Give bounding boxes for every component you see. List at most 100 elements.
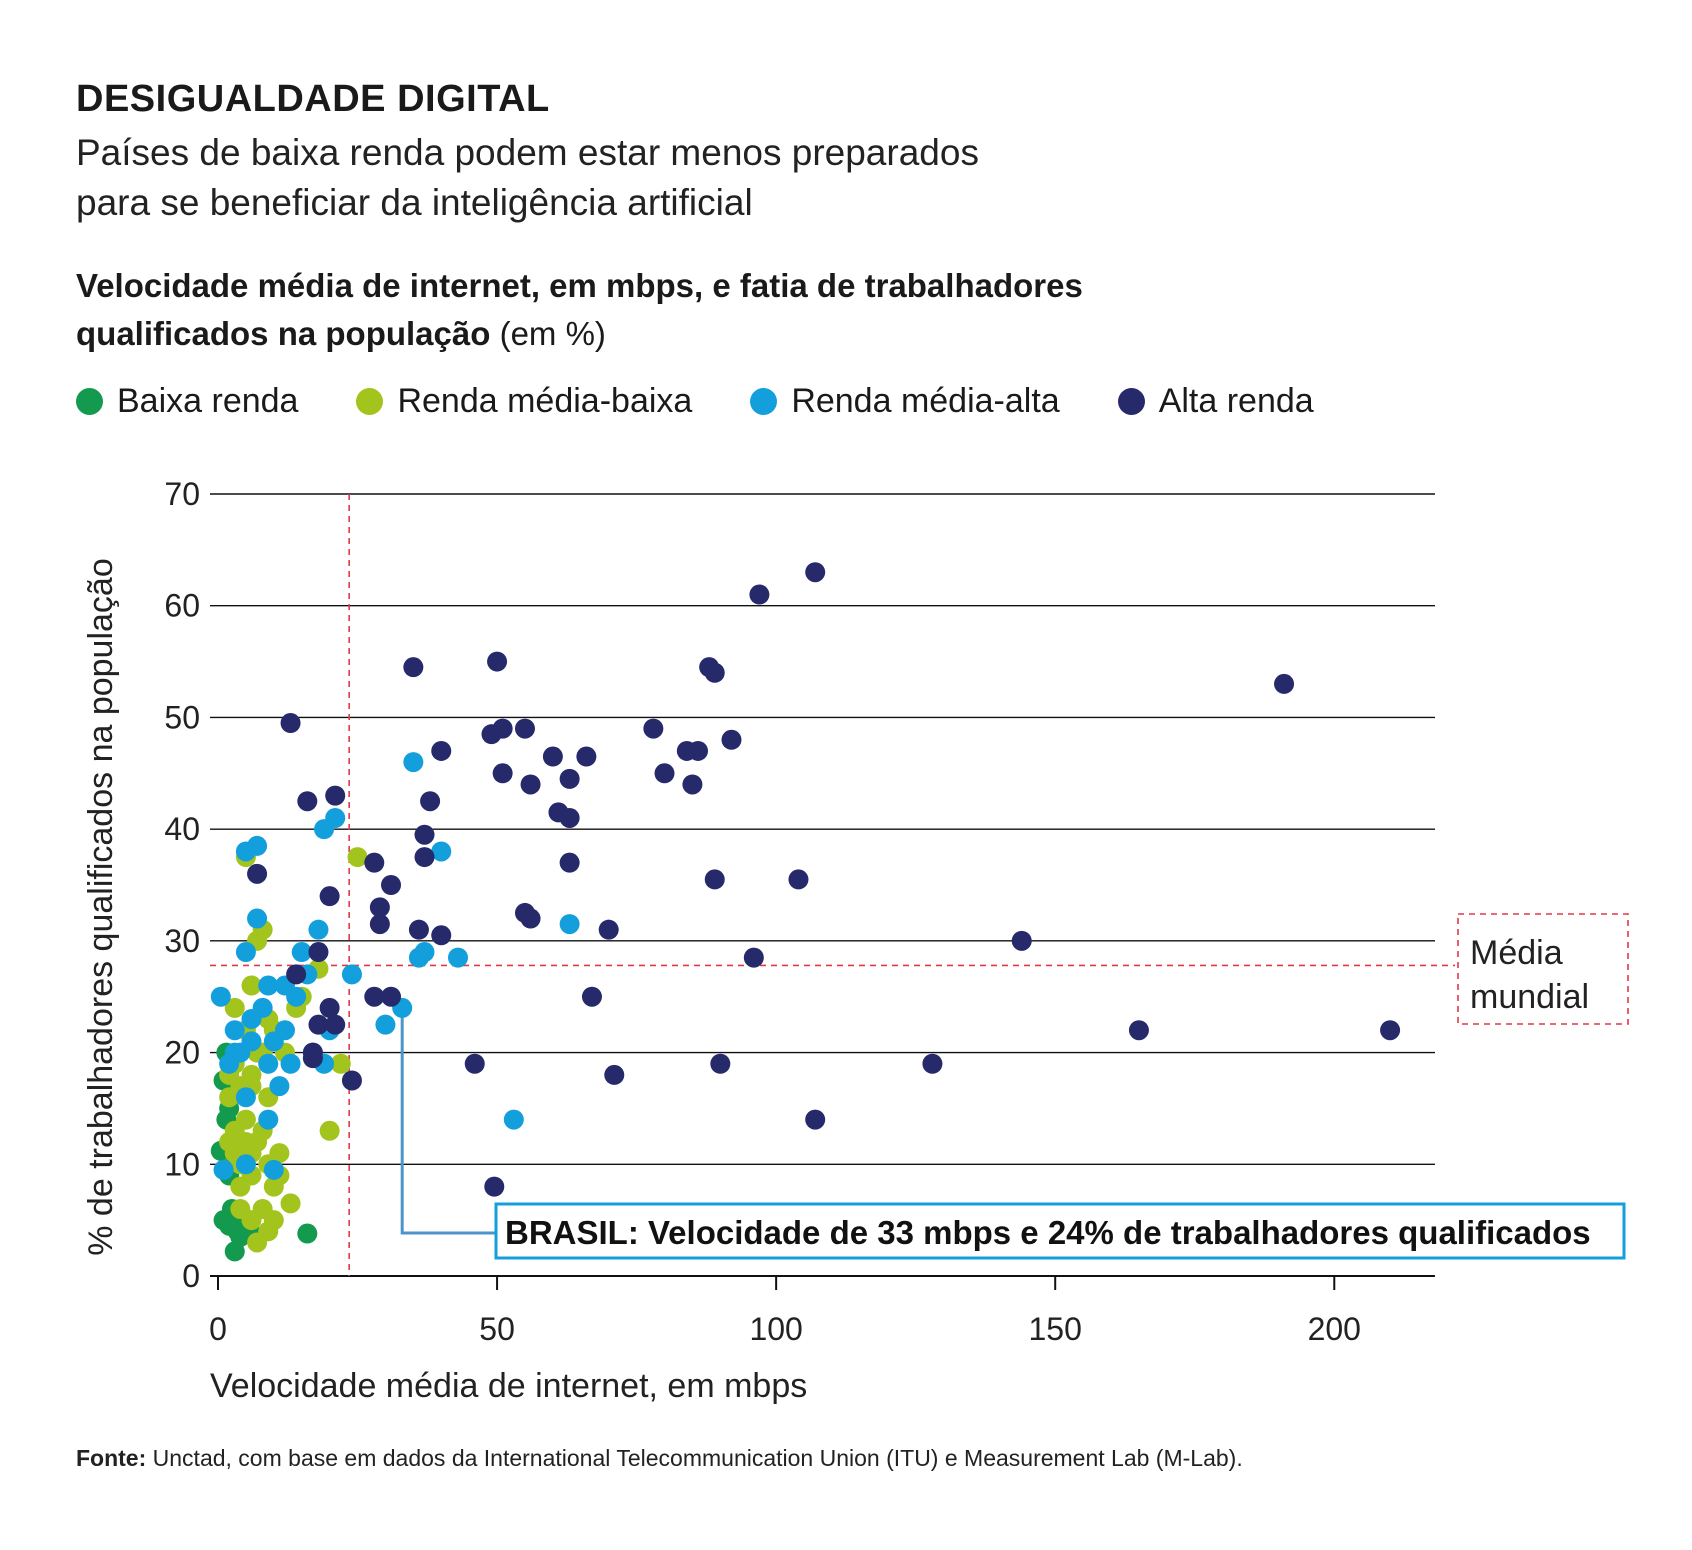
legend-item-baixa-renda: Baixa renda	[76, 382, 298, 421]
data-point	[286, 964, 307, 985]
data-point	[598, 919, 619, 940]
data-point	[210, 986, 231, 1007]
data-point	[688, 740, 708, 761]
data-point	[258, 1053, 279, 1074]
data-point	[280, 1053, 301, 1074]
data-point	[364, 986, 385, 1007]
data-point	[788, 869, 809, 890]
data-point	[704, 869, 725, 890]
data-point	[224, 1020, 245, 1041]
data-point	[325, 1014, 346, 1035]
data-point	[420, 791, 441, 812]
data-point	[448, 947, 468, 968]
data-point	[1380, 1020, 1401, 1041]
data-point	[381, 875, 402, 895]
data-point	[319, 886, 340, 907]
x-tick-label: 100	[749, 1311, 802, 1347]
data-point	[805, 1109, 826, 1130]
data-point	[308, 942, 329, 963]
y-tick-label: 70	[164, 476, 200, 512]
data-point	[559, 768, 580, 789]
data-point	[297, 1223, 318, 1244]
data-point	[654, 763, 675, 784]
data-point	[481, 724, 502, 745]
data-point	[721, 729, 742, 750]
legend: Baixa renda Renda média-baixa Renda médi…	[76, 382, 1372, 421]
legend-item-renda-media-baixa: Renda média-baixa	[356, 382, 692, 421]
data-point	[1274, 673, 1295, 694]
data-point	[297, 791, 318, 812]
data-point	[414, 824, 435, 845]
data-point	[542, 746, 563, 767]
y-tick-label: 20	[164, 1035, 200, 1071]
data-point	[347, 847, 368, 868]
data-point	[503, 1109, 524, 1130]
legend-item-alta-renda: Alta renda	[1117, 382, 1314, 421]
data-point	[559, 914, 580, 935]
chart-heading-suffix: (em %)	[499, 315, 606, 352]
data-point	[325, 807, 346, 828]
data-point	[581, 986, 602, 1007]
x-tick-label: 200	[1308, 1311, 1361, 1347]
reference-lines: Média mundial	[210, 494, 1629, 1276]
chart-heading-line-2: qualificados na população (em %)	[76, 315, 606, 352]
data-point	[291, 942, 312, 963]
data-point	[235, 942, 256, 963]
data-point	[487, 651, 508, 672]
legend-label: Renda média-alta	[791, 382, 1060, 420]
chart-heading-line-1: Velocidade média de internet, em mbps, e…	[76, 267, 1083, 304]
data-point	[492, 763, 513, 784]
data-point	[559, 852, 580, 873]
data-point	[247, 835, 268, 856]
world-avg-label-line-1: Média	[1470, 934, 1563, 972]
chart-title: DESIGUALDADE DIGITAL	[76, 78, 550, 120]
data-point	[247, 1232, 268, 1253]
data-point	[230, 1198, 251, 1219]
data-point	[241, 975, 262, 996]
data-point	[922, 1053, 943, 1074]
data-point	[258, 1109, 279, 1130]
data-point	[263, 1159, 284, 1180]
data-point	[682, 774, 703, 795]
data-point	[280, 1193, 301, 1214]
chart-heading: Velocidade média de internet, em mbps, e…	[76, 262, 1176, 358]
legend-dot-icon	[750, 388, 778, 415]
data-point	[224, 997, 245, 1018]
data-point	[1011, 930, 1032, 951]
legend-label: Baixa renda	[117, 382, 299, 420]
data-point	[252, 997, 273, 1018]
data-point	[484, 1176, 505, 1197]
data-point	[302, 1048, 323, 1069]
data-point	[414, 847, 435, 868]
brasil-label: BRASIL: Velocidade de 33 mbps e 24% de t…	[505, 1214, 1591, 1251]
data-point	[520, 774, 541, 795]
data-point	[219, 1087, 240, 1108]
data-point	[369, 914, 390, 935]
data-point	[330, 1053, 351, 1074]
legend-dot-icon	[1117, 388, 1145, 415]
y-tick-label: 30	[164, 923, 200, 959]
data-point	[263, 1176, 284, 1197]
data-point	[431, 841, 452, 862]
data-point	[520, 908, 541, 929]
data-point	[710, 1053, 731, 1074]
data-point	[213, 1159, 234, 1180]
data-point	[263, 1031, 284, 1052]
data-point	[247, 863, 268, 884]
data-point	[514, 718, 535, 739]
data-point	[559, 807, 580, 828]
data-point	[403, 752, 424, 773]
chart-subtitle: Países de baixa renda podem estar menos …	[76, 128, 1076, 228]
data-point	[749, 584, 770, 605]
data-point	[576, 746, 597, 767]
data-point	[704, 662, 725, 683]
world-avg-label-box	[1457, 913, 1629, 1025]
data-point	[258, 975, 279, 996]
data-point	[286, 986, 307, 1007]
source-text: Unctad, com base em dados da Internation…	[152, 1445, 1243, 1471]
data-point	[643, 718, 664, 739]
brasil-callout: BRASIL: Velocidade de 33 mbps e 24% de t…	[400, 1007, 1626, 1260]
x-tick-label: 150	[1029, 1311, 1082, 1347]
y-tick-label: 0	[182, 1258, 200, 1294]
